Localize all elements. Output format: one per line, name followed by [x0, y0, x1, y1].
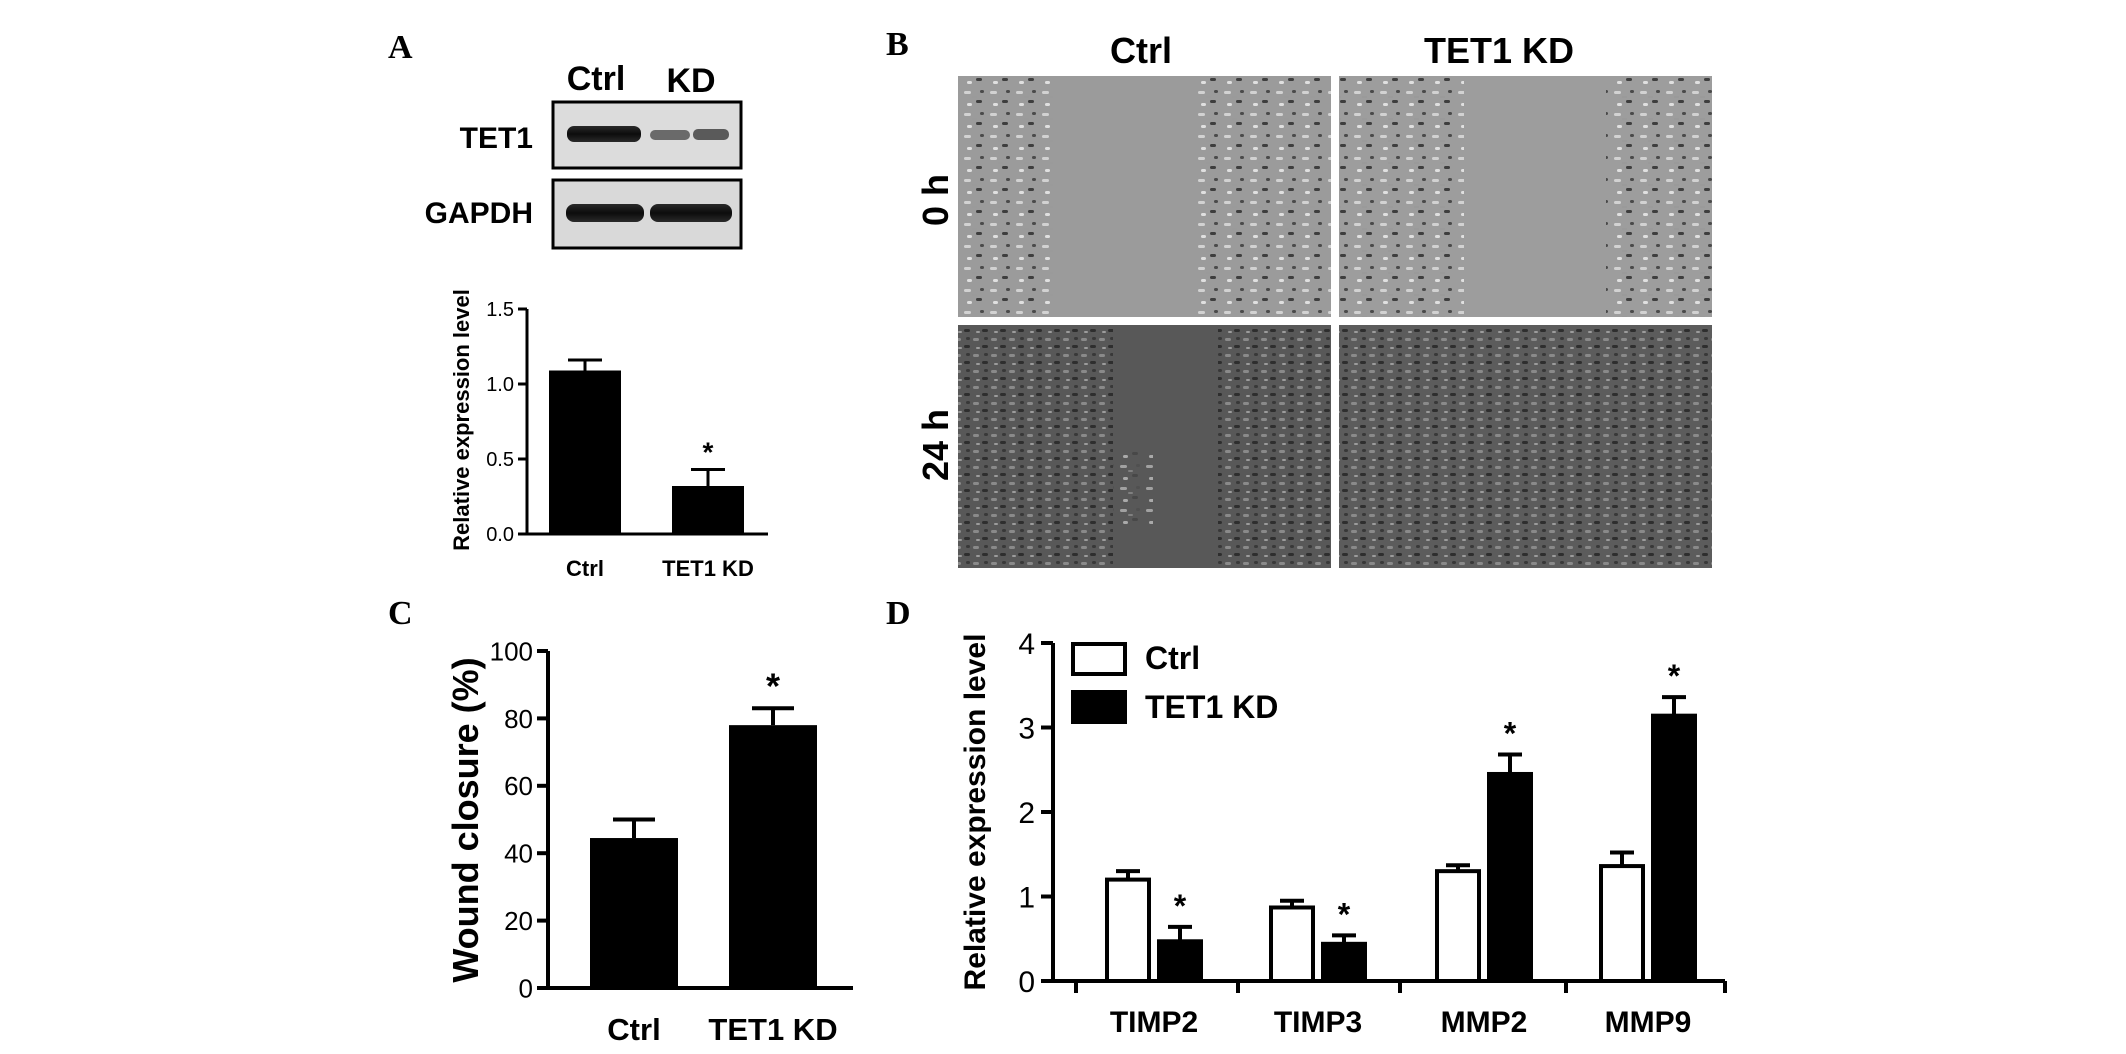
legend-swatch-ctrl — [1071, 642, 1127, 676]
scratch-row-24h: 24 h — [915, 409, 956, 481]
bar-timp2-ctrl — [1105, 877, 1151, 983]
y-tick-label: 60 — [504, 771, 533, 801]
x-tick-label: TIMP3 — [1274, 1006, 1362, 1039]
blot-row-tet1: TET1 — [460, 122, 533, 155]
chart-a: Relative expression level 0.0 0.5 1.0 1.5 Ct… — [449, 289, 768, 581]
y-tick-label: 80 — [504, 704, 533, 734]
y-tick-label: 3 — [1018, 713, 1035, 746]
y-tick-label: 20 — [504, 906, 533, 936]
scratch-assay-images — [958, 76, 1712, 568]
y-tick-label: 0.5 — [486, 449, 514, 471]
y-tick-label: 0 — [1018, 966, 1035, 999]
scratch-image-tet1kd-0h — [1339, 76, 1712, 317]
bar-timp3-ctrl — [1269, 905, 1315, 983]
bar-timp3-tet1-kd — [1321, 941, 1367, 984]
panel-b-label: B — [886, 26, 909, 63]
blot-col-ctrl: Ctrl — [567, 60, 626, 98]
y-tick-label: 1 — [1018, 882, 1035, 915]
bar-timp2-tet1-kd — [1157, 939, 1203, 983]
significance-marker: * — [1504, 716, 1517, 752]
scratch-row-0h: 0 h — [915, 174, 956, 226]
bar-ctrl — [590, 838, 678, 988]
legend-label-ctrl: Ctrl — [1145, 640, 1200, 676]
chart-d-legend: Ctrl TET1 KD — [1071, 640, 1278, 725]
significance-marker: * — [703, 437, 714, 468]
scratch-image-ctrl-0h — [958, 76, 1331, 317]
significance-marker: * — [1174, 888, 1187, 924]
x-tick-label: TIMP2 — [1110, 1006, 1198, 1039]
legend-swatch-tet1kd — [1071, 690, 1127, 724]
significance-marker: * — [1338, 896, 1351, 932]
y-tick-label: 40 — [504, 839, 533, 869]
scratch-image-tet1kd-24h — [1339, 325, 1712, 568]
bar-mmp9-ctrl — [1599, 864, 1645, 984]
scratch-image-ctrl-24h — [958, 325, 1331, 568]
bar-mmp2-ctrl — [1435, 869, 1481, 984]
significance-marker: * — [766, 665, 780, 706]
y-tick-label: 0.0 — [486, 524, 514, 546]
y-tick-label: 1.5 — [486, 299, 514, 321]
bar-mmp2-tet1-kd — [1487, 771, 1533, 983]
bar-tet1-kd — [672, 486, 744, 534]
chart-d: Relative expression level Ctrl TET1 KD 0… — [959, 628, 1727, 1039]
western-blot-image — [551, 100, 743, 250]
x-tick-label: MMP9 — [1605, 1006, 1692, 1039]
chart-c: Wound closure (%) 0 20 40 60 80 100 Ctrl * TET1 … — [445, 636, 853, 1047]
chart-c-y-label: Wound closure (%) — [445, 657, 486, 982]
legend-label-tet1kd: TET1 KD — [1145, 689, 1278, 725]
y-tick-label: 2 — [1018, 797, 1035, 830]
blot-col-kd: KD — [666, 62, 715, 100]
chart-a-y-label: Relative expression level — [449, 289, 474, 551]
bar-mmp9-tet1-kd — [1651, 713, 1697, 983]
scratch-col-ctrl: Ctrl — [1110, 30, 1172, 71]
y-tick-label: 4 — [1018, 628, 1035, 661]
y-tick-label: 1.0 — [486, 374, 514, 396]
bar-tet1-kd — [729, 725, 817, 988]
y-tick-label: 0 — [519, 973, 533, 1003]
scratch-col-tet1kd: TET1 KD — [1424, 30, 1574, 71]
x-tick-label: TET1 KD — [708, 1012, 837, 1047]
significance-marker: * — [1668, 658, 1681, 694]
y-tick-label: 100 — [490, 636, 533, 666]
panel-c-label: C — [388, 595, 413, 632]
blot-row-gapdh: GAPDH — [425, 197, 533, 230]
x-tick-label: TET1 KD — [662, 556, 754, 581]
panel-d-label: D — [886, 595, 911, 632]
x-tick-label: MMP2 — [1441, 1006, 1528, 1039]
bar-ctrl — [549, 370, 621, 534]
panel-a-label: A — [388, 29, 413, 66]
x-tick-label: Ctrl — [566, 556, 604, 581]
x-tick-label: Ctrl — [607, 1012, 660, 1047]
chart-d-y-label: Relative expression level — [959, 634, 992, 991]
